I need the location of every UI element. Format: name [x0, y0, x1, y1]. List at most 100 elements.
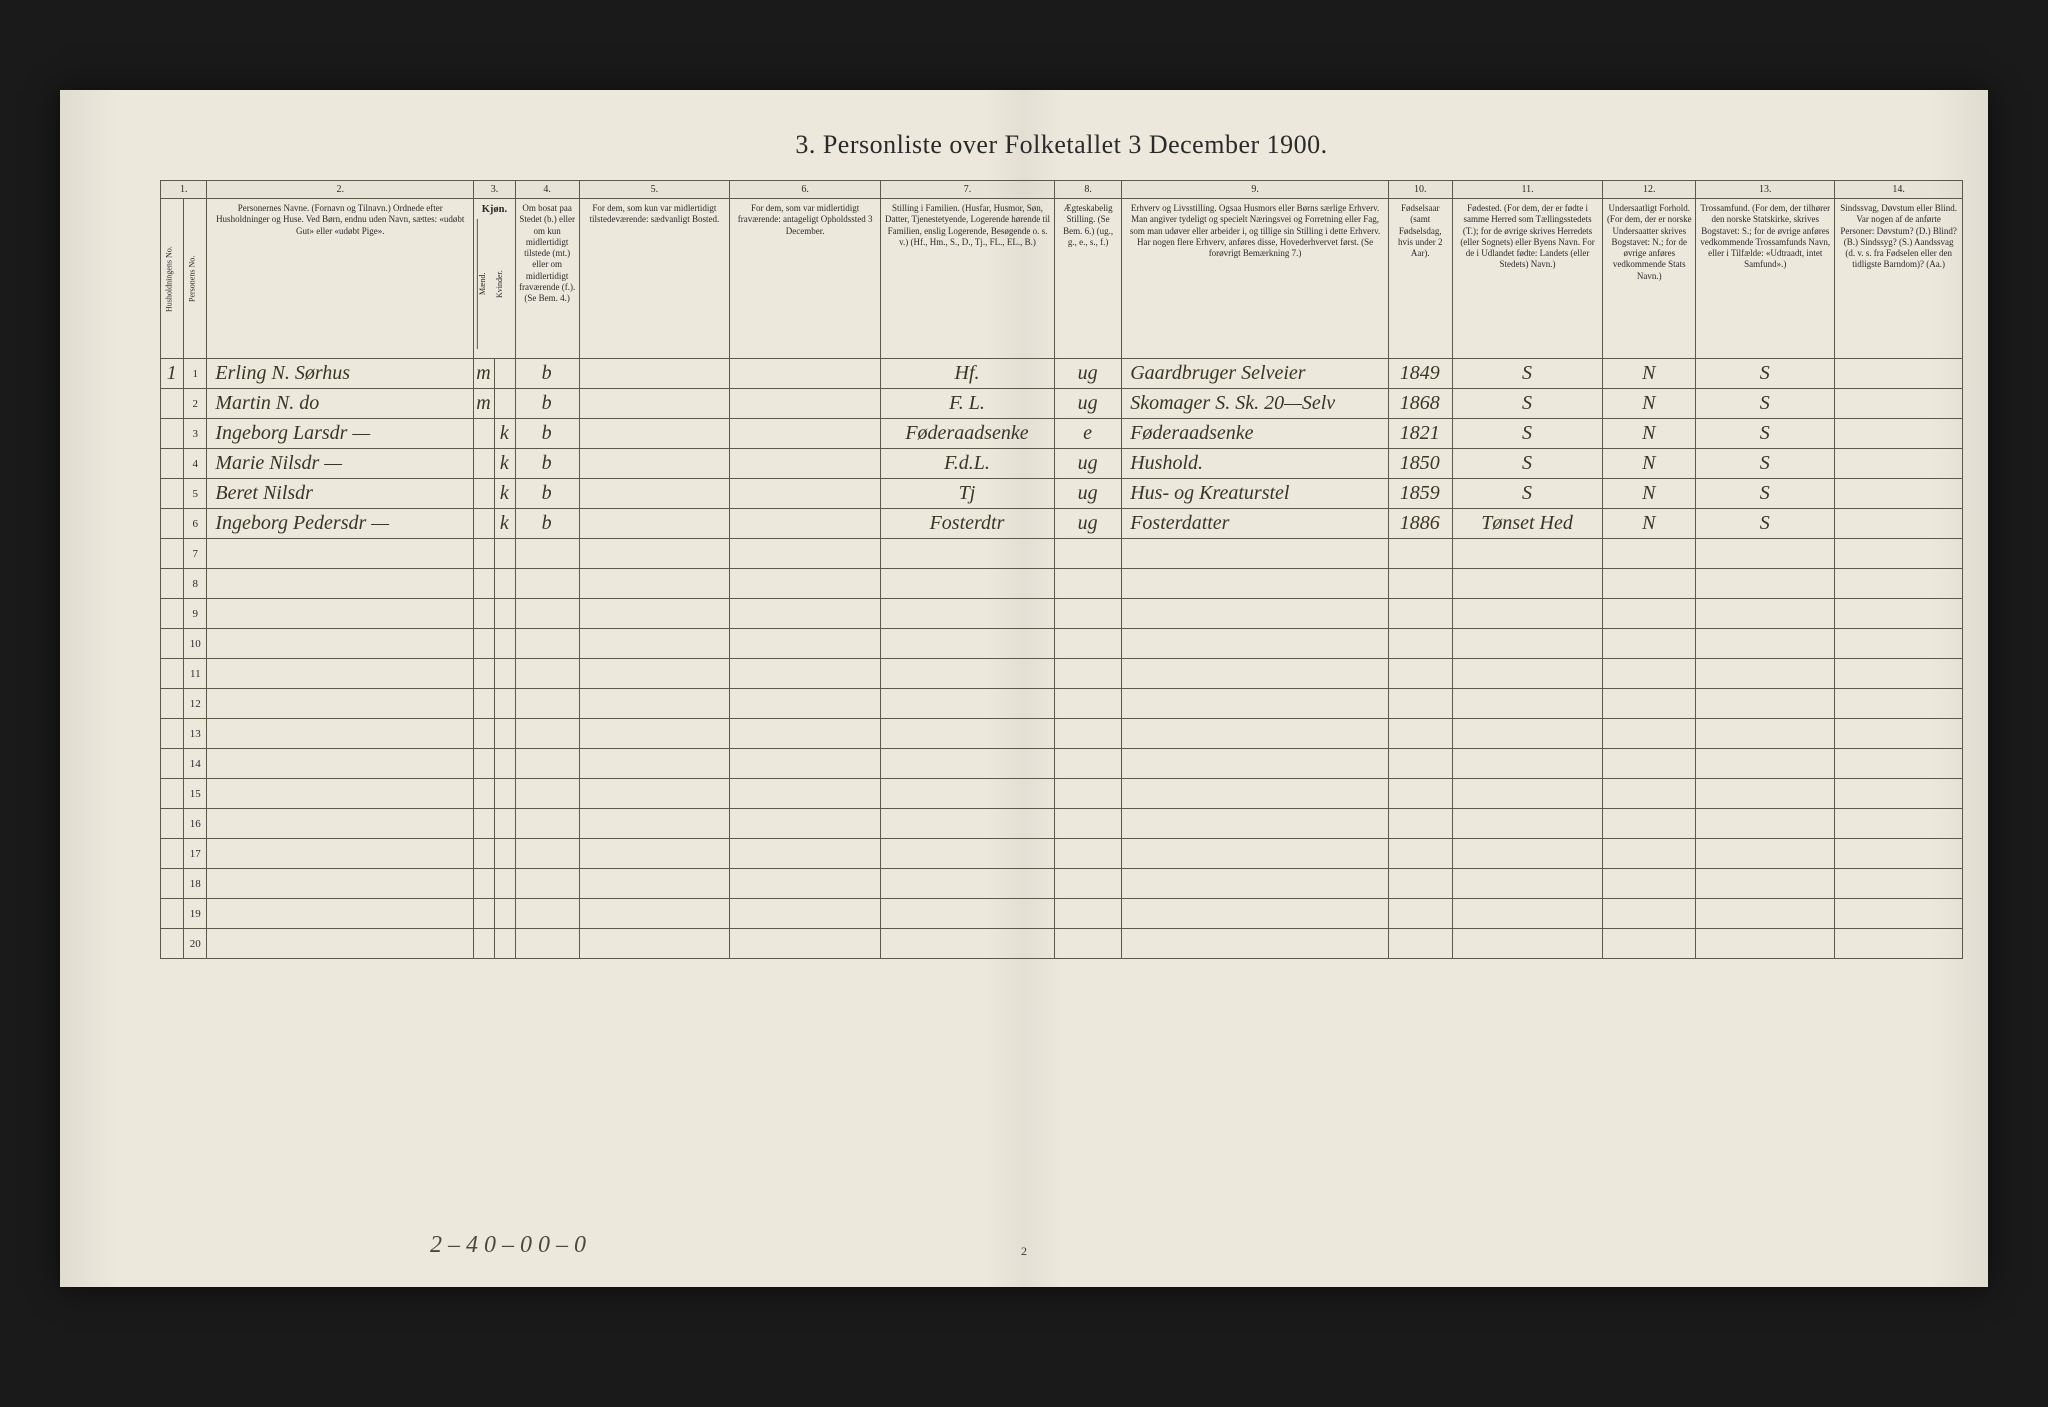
cell-k	[494, 569, 515, 599]
cell-c14	[1835, 869, 1963, 899]
cell-c11: S	[1452, 389, 1603, 419]
cell-k: k	[494, 479, 515, 509]
cell-c5	[579, 839, 730, 869]
cell-c11	[1452, 869, 1603, 899]
cell-c12	[1603, 539, 1696, 569]
cell-c11: S	[1452, 449, 1603, 479]
cell-c5	[579, 869, 730, 899]
cell-pres	[515, 629, 579, 659]
colnum-7: 7.	[881, 181, 1055, 199]
document-page: 3. Personliste over Folketallet 3 Decemb…	[60, 90, 1988, 1287]
cell-hh	[161, 479, 184, 509]
cell-c10	[1388, 539, 1452, 569]
table-row-empty: 15	[161, 779, 1963, 809]
cell-c6	[730, 719, 881, 749]
cell-c11	[1452, 899, 1603, 929]
cell-c5	[579, 599, 730, 629]
cell-name	[207, 629, 474, 659]
cell-c13	[1696, 719, 1835, 749]
cell-c5	[579, 809, 730, 839]
cell-c9	[1122, 899, 1389, 929]
cell-c5	[579, 899, 730, 929]
cell-c9	[1122, 869, 1389, 899]
cell-pn: 16	[184, 809, 207, 839]
cell-k	[494, 359, 515, 389]
cell-pres	[515, 599, 579, 629]
cell-c10	[1388, 599, 1452, 629]
cell-c7: Tj	[881, 479, 1055, 509]
cell-name: Ingeborg Pedersdr —	[207, 509, 474, 539]
cell-c7	[881, 809, 1055, 839]
cell-c5	[579, 779, 730, 809]
cell-hh	[161, 689, 184, 719]
cell-pn: 10	[184, 629, 207, 659]
cell-c9	[1122, 749, 1389, 779]
cell-name	[207, 539, 474, 569]
cell-c13	[1696, 839, 1835, 869]
cell-name: Martin N. do	[207, 389, 474, 419]
table-row-empty: 19	[161, 899, 1963, 929]
cell-m: m	[474, 389, 495, 419]
cell-m	[474, 509, 495, 539]
hdr-c12: Undersaatligt Forhold. (For dem, der er …	[1603, 199, 1696, 359]
cell-m	[474, 569, 495, 599]
cell-name: Ingeborg Larsdr —	[207, 419, 474, 449]
cell-c11: S	[1452, 419, 1603, 449]
cell-hh	[161, 569, 184, 599]
cell-pres	[515, 929, 579, 959]
table-row-empty: 8	[161, 569, 1963, 599]
cell-c14	[1835, 779, 1963, 809]
cell-pres	[515, 569, 579, 599]
table-row-empty: 17	[161, 839, 1963, 869]
cell-m	[474, 779, 495, 809]
cell-c6	[730, 479, 881, 509]
cell-c14	[1835, 389, 1963, 419]
cell-pn: 20	[184, 929, 207, 959]
cell-c6	[730, 659, 881, 689]
cell-c9: Gaardbruger Selveier	[1122, 359, 1389, 389]
cell-pn: 7	[184, 539, 207, 569]
cell-c12	[1603, 569, 1696, 599]
colnum-4: 4.	[515, 181, 579, 199]
cell-c7: F.d.L.	[881, 449, 1055, 479]
cell-c11: S	[1452, 359, 1603, 389]
cell-c8	[1054, 689, 1121, 719]
table-row: 11Erling N. SørhusmbHf.ugGaardbruger Sel…	[161, 359, 1963, 389]
cell-name	[207, 659, 474, 689]
hdr-c5: For dem, som kun var midlertidigt tilste…	[579, 199, 730, 359]
cell-c11	[1452, 599, 1603, 629]
cell-pn: 1	[184, 359, 207, 389]
cell-c10	[1388, 569, 1452, 599]
cell-c8: ug	[1054, 509, 1121, 539]
cell-c7: F. L.	[881, 389, 1055, 419]
cell-hh	[161, 719, 184, 749]
cell-c11: Tønset Hed	[1452, 509, 1603, 539]
cell-k	[494, 779, 515, 809]
cell-k	[494, 389, 515, 419]
cell-c7	[881, 899, 1055, 929]
cell-c10	[1388, 779, 1452, 809]
cell-c14	[1835, 599, 1963, 629]
cell-c5	[579, 689, 730, 719]
colnum-2: 2.	[207, 181, 474, 199]
cell-m	[474, 929, 495, 959]
cell-m	[474, 419, 495, 449]
cell-k	[494, 839, 515, 869]
cell-hh	[161, 929, 184, 959]
table-row: 5Beret NilsdrkbTjugHus- og Kreaturstel18…	[161, 479, 1963, 509]
cell-m	[474, 539, 495, 569]
cell-c8: ug	[1054, 389, 1121, 419]
table-row-empty: 18	[161, 869, 1963, 899]
cell-k	[494, 749, 515, 779]
hdr-c9: Erhverv og Livsstilling. Ogsaa Husmors e…	[1122, 199, 1389, 359]
hdr-pn: Personens No.	[184, 199, 207, 359]
cell-c13	[1696, 749, 1835, 779]
cell-c8	[1054, 629, 1121, 659]
cell-c7	[881, 659, 1055, 689]
table-row-empty: 14	[161, 749, 1963, 779]
cell-c13: S	[1696, 509, 1835, 539]
colnum-10: 10.	[1388, 181, 1452, 199]
hdr-sex-title: Kjøn.	[477, 203, 512, 216]
cell-c6	[730, 869, 881, 899]
cell-c5	[579, 659, 730, 689]
